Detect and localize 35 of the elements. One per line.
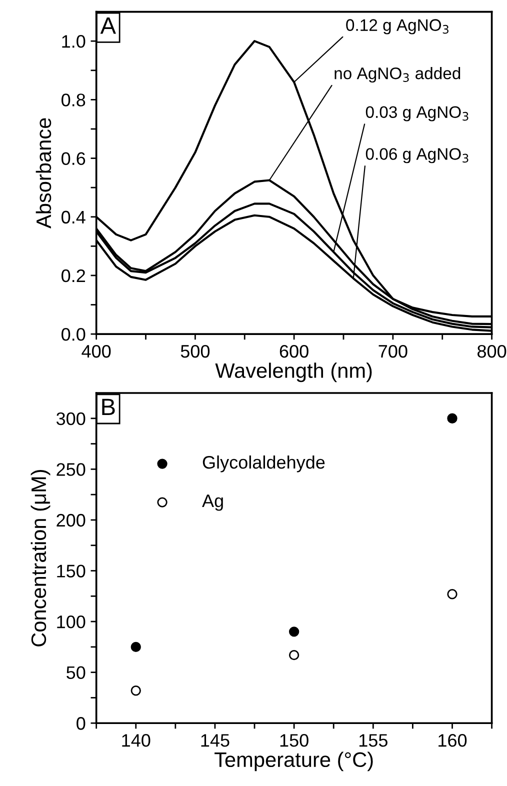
x-tick-label: 800: [478, 344, 506, 358]
legend-label: Glycolaldehyde: [202, 455, 325, 472]
x-tick-label: 140: [122, 734, 150, 747]
text: 0.03 g AgNO$_{3}$: [366, 106, 468, 122]
annotation: B: [102, 398, 115, 416]
y-axis-title: Absorbance: [36, 118, 52, 228]
y-tick-label: 100: [57, 615, 86, 628]
x-tick-label: 155: [359, 734, 388, 747]
x-axis-title: Temperature (°C): [214, 752, 373, 772]
y-tick-label: 50: [66, 666, 86, 680]
y-tick-label: 0.2: [62, 269, 86, 282]
y-tick-label: 150: [57, 564, 86, 578]
x-tick-label: 500: [180, 344, 210, 358]
y-tick-label: 0.8: [62, 94, 86, 106]
x-tick-label: 150: [280, 734, 308, 747]
x-tick-label: 600: [280, 344, 308, 358]
x-axis-title: Wavelength (nm): [215, 362, 372, 382]
x-tick-label: 700: [378, 344, 408, 358]
y-axis-title: Concentration (μM): [30, 470, 50, 646]
x-tick-label: 145: [201, 734, 230, 747]
x-tick-label: 160: [438, 734, 467, 747]
annotation: A: [100, 17, 116, 34]
y-tick-label: 200: [56, 514, 86, 527]
y-tick-label: 250: [56, 463, 86, 476]
y-tick-label: 0.6: [62, 152, 86, 165]
y-tick-label: 0: [76, 717, 86, 730]
text: 0.0: [62, 328, 86, 341]
y-tick-label: 1.0: [62, 35, 86, 48]
y-tick-label: 300: [56, 412, 86, 426]
text: no AgNO$_{3}$ added: [334, 67, 460, 83]
text: 0.06 g AgNO$_{3}$: [366, 148, 468, 164]
legend-label: Ag: [202, 494, 223, 511]
y-tick-label: 0.4: [62, 210, 86, 224]
text: 0.12 g AgNO$_{3}$: [346, 19, 448, 34]
x-tick-label: 400: [82, 344, 111, 358]
